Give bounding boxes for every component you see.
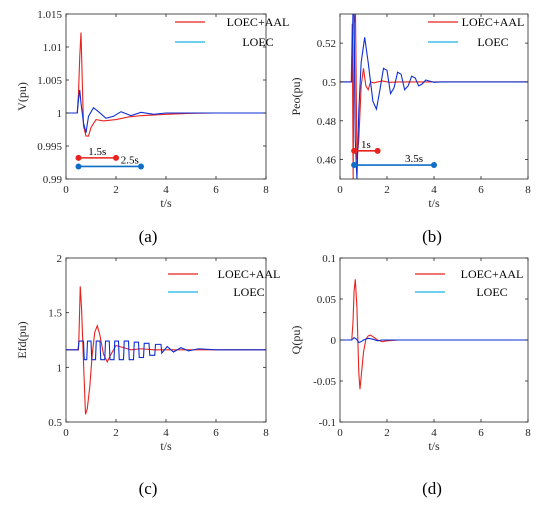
chart-panel-c: 0 2 4 6 8 0.5 1 1.5 2 t/s Efd(pu) LOEC+AAL LOEC (c) [15, 253, 280, 498]
x-tick-label: 4 [431, 184, 437, 196]
panel-label: (d) [422, 479, 442, 498]
annotation-dot-start [351, 162, 358, 169]
x-tick-label: 0 [337, 427, 343, 439]
annotation-label: 1s [361, 139, 371, 151]
x-tick-label: 2 [113, 184, 119, 196]
chart-panel-a: 1.5s 2.5s 0 2 4 6 8 0.99 0.995 1 1.005 1.01 1.015 t/s… [15, 9, 289, 246]
legend-entry: LOEC [233, 285, 264, 299]
annotation-dot-start [351, 147, 358, 154]
y-tick-label: 0.99 [43, 174, 63, 186]
y-tick-label: 0.1 [322, 253, 336, 265]
x-tick-label: 8 [525, 427, 531, 439]
x-tick-label: 0 [63, 184, 69, 196]
annotation-label: 2.5s [121, 154, 139, 166]
y-tick-label: 0.5 [48, 417, 62, 429]
panel-label: (a) [139, 227, 158, 246]
x-tick-label: 8 [525, 184, 531, 196]
series-line-loec [340, 336, 528, 344]
series-line-loec-aal [340, 279, 528, 390]
series-line-loec [66, 89, 266, 133]
y-axis-label: V(pu) [15, 82, 29, 111]
axes-frame [65, 257, 267, 423]
legend-entry: LOEC+AAL [461, 267, 524, 281]
panel-label: (b) [422, 227, 442, 246]
x-tick-label: 4 [163, 184, 169, 196]
y-axis-label: Efd(pu) [15, 321, 29, 358]
x-tick-label: 4 [431, 427, 437, 439]
y-tick-label: 1 [57, 362, 63, 374]
y-tick-label: -0.1 [319, 417, 336, 429]
series-line-loec-aal [66, 286, 266, 415]
y-tick-label: 1.005 [37, 75, 62, 87]
y-tick-label: 2 [57, 253, 63, 265]
series-line-loec [340, 14, 528, 179]
y-axis-label: Q(pu) [289, 326, 303, 355]
panel-label: (c) [139, 479, 158, 498]
x-tick-label: 8 [263, 427, 269, 439]
y-tick-label: 0 [331, 335, 337, 347]
legend-entry: LOEC [476, 285, 507, 299]
annotation-label: 3.5s [405, 153, 423, 165]
y-tick-label: 1 [57, 108, 63, 120]
x-tick-label: 6 [213, 184, 219, 196]
y-tick-label: 0.46 [317, 155, 337, 167]
x-tick-label: 4 [163, 427, 169, 439]
y-tick-label: 1.015 [37, 9, 62, 21]
annotation-label: 1.5s [88, 146, 106, 158]
x-tick-label: 6 [478, 184, 484, 196]
y-tick-label: 1.5 [48, 308, 62, 320]
annotation-dot-end [431, 162, 437, 169]
x-tick-label: 0 [63, 427, 69, 439]
annotation-dot-end [113, 154, 119, 161]
x-tick-label: 0 [337, 184, 343, 196]
chart-panel-d: 0 2 4 6 8 -0.1 -0.05 0 0.05 0.1 t/s Q(pu) LOEC+AAL LO… [289, 253, 531, 498]
y-tick-label: 1.01 [43, 42, 62, 54]
y-tick-label: 0.995 [37, 141, 62, 153]
x-axis-label: t/s [428, 439, 440, 453]
annotation-dot-end [138, 163, 144, 170]
legend-entry: LOEC [477, 35, 508, 49]
x-tick-label: 2 [384, 184, 390, 196]
y-tick-label: -0.05 [313, 376, 336, 388]
y-tick-label: 0.5 [322, 77, 336, 89]
legend-entry: LOEC [242, 35, 273, 49]
y-tick-label: 0.52 [317, 38, 336, 50]
y-tick-label: 0.48 [317, 116, 337, 128]
x-axis-label: t/s [428, 196, 440, 210]
series-line-loec [66, 340, 266, 361]
x-tick-label: 8 [263, 184, 269, 196]
legend-entry: LOEC+AAL [218, 267, 281, 281]
annotation-dot-start [75, 154, 82, 161]
x-tick-label: 2 [113, 427, 119, 439]
y-axis-label: Peo(pu) [289, 78, 303, 116]
x-tick-label: 6 [478, 427, 484, 439]
series-line-loec-aal [66, 32, 266, 137]
legend-entry: LOEC+AAL [462, 15, 525, 29]
x-tick-label: 2 [384, 427, 390, 439]
annotation-dot-start [75, 163, 82, 170]
legend-entry: LOEC+AAL [227, 15, 290, 29]
chart-panel-b: 1s 3.5s 0 2 4 6 8 0.46 0.48 0.5 0.52 t/s Peo(pu) LOEC… [289, 13, 531, 246]
x-axis-label: t/s [160, 196, 172, 210]
y-tick-label: 0.05 [317, 294, 337, 306]
annotation-dot-end [374, 147, 381, 154]
x-tick-label: 6 [213, 427, 219, 439]
x-axis-label: t/s [160, 439, 172, 453]
